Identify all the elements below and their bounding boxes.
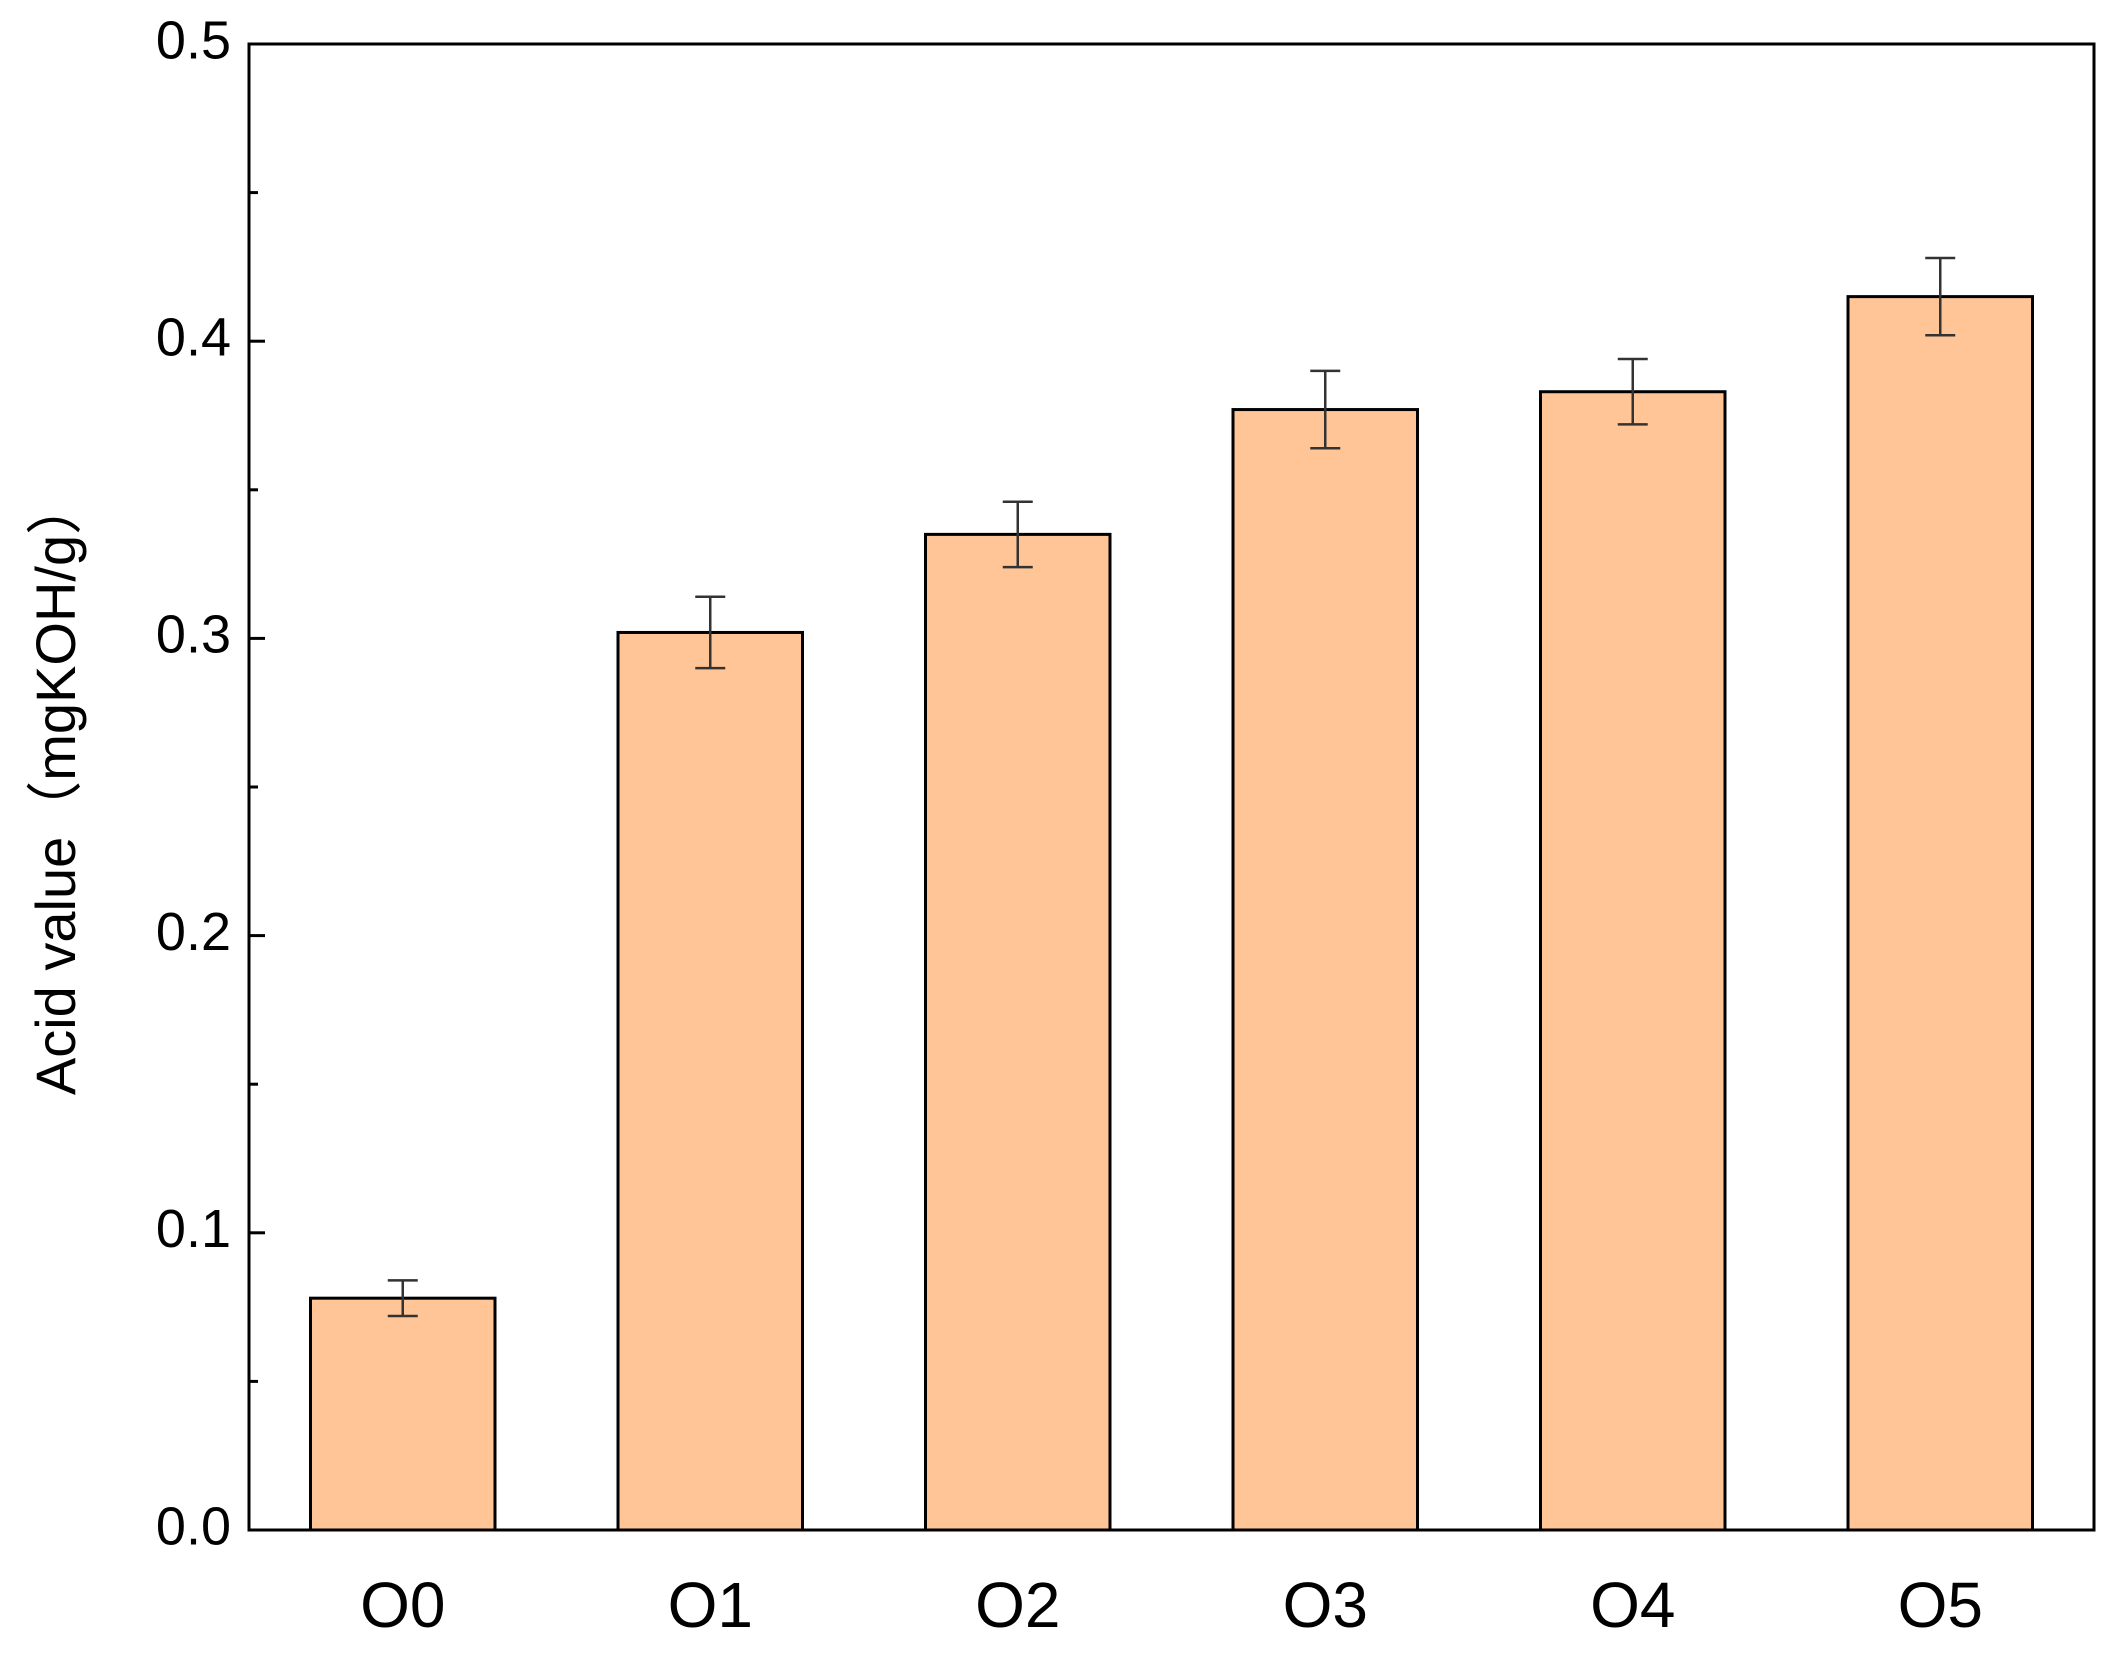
error-bar (1617, 357, 1648, 426)
y-tick-label: 0.0 (156, 1496, 231, 1556)
x-tick-label: O5 (1898, 1569, 1983, 1641)
bar (1846, 295, 2034, 1532)
x-tick-label: O4 (1590, 1569, 1675, 1641)
y-tick-label: 0.3 (156, 605, 231, 665)
bar (924, 532, 1112, 1532)
error-bar (1925, 256, 1956, 337)
plot-frame (247, 42, 2096, 1532)
bar (616, 630, 804, 1532)
x-tick-label: O2 (975, 1569, 1060, 1641)
error-bar (1002, 500, 1033, 569)
y-axis-label: Acid value（mgKOH/g） (24, 479, 87, 1095)
bar (1539, 390, 1727, 1532)
y-tick-label: 0.2 (156, 902, 231, 962)
y-tick-label: 0.1 (156, 1199, 231, 1259)
error-bar (387, 1279, 418, 1318)
error-bar (695, 595, 726, 670)
y-tick-label: 0.4 (156, 307, 231, 367)
bar (1231, 408, 1419, 1532)
error-bar (1310, 369, 1341, 450)
y-tick-label: 0.5 (156, 10, 231, 70)
x-tick-label: O1 (668, 1569, 753, 1641)
x-tick-label: O0 (360, 1569, 445, 1641)
bar (309, 1296, 497, 1532)
x-tick-label: O3 (1283, 1569, 1368, 1641)
